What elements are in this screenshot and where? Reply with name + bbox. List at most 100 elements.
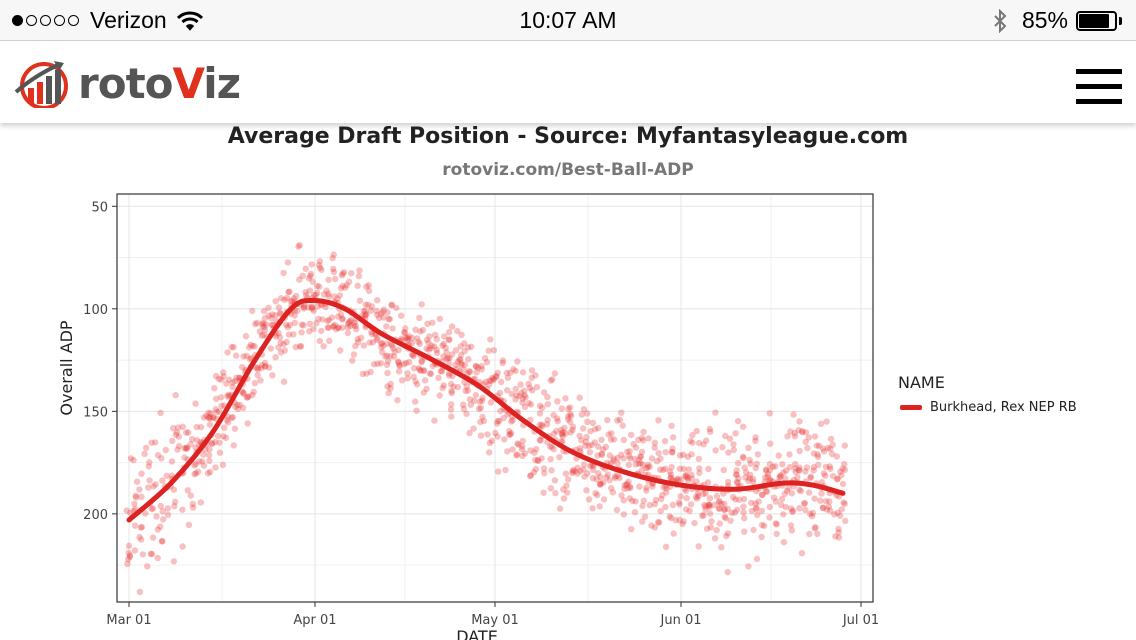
scatter-point xyxy=(354,282,361,289)
scatter-point xyxy=(295,243,302,250)
rotoviz-logo[interactable]: rotoViz xyxy=(14,58,241,108)
x-tick-label: Jun 01 xyxy=(660,613,702,628)
scatter-point xyxy=(598,451,606,458)
battery-nub xyxy=(1119,16,1122,25)
scatter-point xyxy=(684,476,692,484)
scatter-point xyxy=(594,452,601,459)
scatter-point xyxy=(405,333,413,340)
scatter-point xyxy=(243,352,250,359)
scatter-point xyxy=(257,377,264,384)
scatter-point xyxy=(351,319,358,327)
scatter-point xyxy=(314,282,321,290)
scatter-point xyxy=(618,492,625,499)
scatter-point xyxy=(719,444,726,451)
scatter-point xyxy=(368,303,376,310)
scatter-point xyxy=(417,328,424,335)
scatter-point xyxy=(200,451,207,458)
scatter-point xyxy=(200,414,208,421)
scatter-point xyxy=(625,461,632,469)
scatter-point xyxy=(462,387,469,395)
scatter-point xyxy=(325,276,332,283)
scatter-point xyxy=(791,433,799,440)
scatter-point xyxy=(362,307,369,315)
scatter-point xyxy=(380,342,387,349)
scatter-point xyxy=(626,448,633,455)
scatter-point xyxy=(164,505,171,512)
scatter-point xyxy=(328,314,336,321)
scatter-point xyxy=(798,550,806,557)
scatter-point xyxy=(556,454,563,461)
scatter-point xyxy=(550,411,557,419)
scatter-point xyxy=(640,497,647,504)
scatter-point xyxy=(311,291,318,299)
scatter-point xyxy=(420,367,428,374)
scatter-point xyxy=(532,465,540,473)
scatter-point xyxy=(170,558,178,565)
scatter-point xyxy=(562,430,569,437)
scatter-point xyxy=(837,468,844,475)
scatter-point xyxy=(249,391,256,399)
scatter-point xyxy=(149,505,157,512)
scatter-point xyxy=(362,301,369,308)
y-tick-label: 150 xyxy=(83,405,108,420)
scatter-point xyxy=(275,304,283,311)
scatter-point xyxy=(724,505,731,512)
scatter-point xyxy=(521,450,529,457)
scatter-point xyxy=(805,489,813,496)
scatter-point xyxy=(318,266,325,273)
scatter-point xyxy=(730,441,737,448)
scatter-point xyxy=(267,345,274,352)
scatter-point xyxy=(569,423,577,430)
logo-text-roto: roto xyxy=(78,58,173,108)
scatter-point xyxy=(827,507,834,514)
scatter-point xyxy=(368,331,376,338)
scatter-point xyxy=(666,513,673,520)
scatter-point xyxy=(786,451,793,458)
scatter-point xyxy=(318,327,325,335)
scatter-point xyxy=(639,518,646,525)
scatter-point xyxy=(599,446,607,453)
scatter-point xyxy=(280,378,288,385)
scatter-point xyxy=(329,254,336,262)
scatter-point xyxy=(252,320,259,328)
scatter-point xyxy=(479,413,486,421)
scatter-point xyxy=(608,485,615,492)
scatter-point xyxy=(565,405,572,412)
scatter-point xyxy=(181,445,188,452)
scatter-point xyxy=(426,370,434,377)
scatter-point xyxy=(290,295,298,302)
scatter-point xyxy=(537,437,544,444)
scatter-point xyxy=(146,459,153,466)
scatter-point xyxy=(229,414,236,421)
scatter-point xyxy=(487,377,495,384)
scatter-point xyxy=(810,450,818,457)
scatter-point xyxy=(228,414,236,422)
scatter-point xyxy=(449,372,456,380)
scatter-point xyxy=(149,534,157,541)
scatter-point xyxy=(203,412,210,419)
scatter-point xyxy=(320,343,327,350)
scatter-point xyxy=(606,452,614,459)
scatter-point xyxy=(281,347,288,354)
scatter-point xyxy=(478,366,485,373)
scatter-point xyxy=(766,460,774,468)
scatter-point xyxy=(482,378,489,386)
scatter-point xyxy=(648,522,655,529)
scatter-point xyxy=(452,361,459,369)
scatter-point xyxy=(620,436,627,444)
scatter-point xyxy=(159,538,166,545)
scatter-point xyxy=(189,436,196,443)
scatter-point xyxy=(758,521,766,529)
scatter-point xyxy=(506,427,513,435)
scatter-point xyxy=(594,491,601,499)
scatter-point xyxy=(420,389,427,396)
scatter-point xyxy=(539,422,546,430)
scatter-point xyxy=(444,355,452,362)
scatter-point xyxy=(721,506,728,513)
scatter-point xyxy=(485,347,492,354)
scatter-point xyxy=(733,471,740,478)
scatter-point xyxy=(335,324,342,331)
scatter-point xyxy=(436,392,443,399)
hamburger-menu-icon[interactable] xyxy=(1076,69,1122,105)
scatter-point xyxy=(841,466,849,474)
